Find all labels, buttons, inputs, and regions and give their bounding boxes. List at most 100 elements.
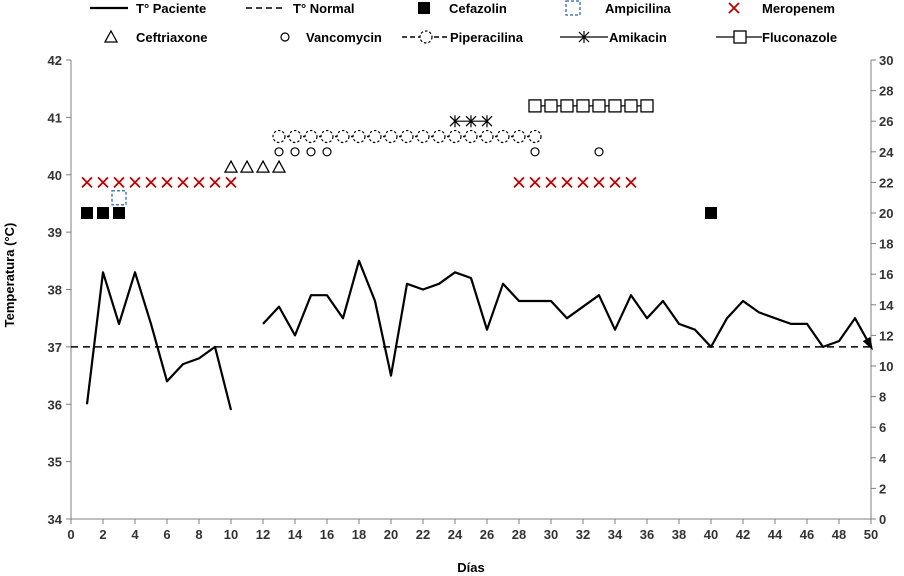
x-tick-label: 18	[352, 527, 366, 542]
legend-label: T° Paciente	[136, 1, 206, 16]
y-tick-label: 42	[48, 53, 62, 68]
piperacilina-marker	[400, 129, 414, 144]
piperacilina-marker	[384, 129, 398, 144]
legend-swatch	[728, 2, 740, 14]
y-tick-label: 41	[48, 110, 62, 125]
axes: 0 2 4 6 8 10 12 14 16 18 20 22 24 26 28 30 32 34 36 38 40 42 4…	[48, 53, 895, 542]
amikacin-marker	[449, 115, 461, 128]
meropenem-marker	[161, 176, 173, 189]
y-tick-label: 36	[48, 397, 62, 412]
treatment-markers	[81, 99, 717, 219]
x-tick-label: 36	[640, 527, 654, 542]
x-tick-label: 32	[576, 527, 590, 542]
y2-tick-label: 8	[879, 390, 886, 405]
y-tick-label: 39	[48, 225, 62, 240]
cefazolin-marker	[81, 207, 93, 219]
y2-tick-label: 22	[879, 175, 893, 190]
patient-line-segment	[262, 259, 872, 377]
x-tick-label: 22	[416, 527, 430, 542]
meropenem-marker	[513, 176, 525, 189]
legend-entry-tnorm: T° Normal	[246, 1, 355, 16]
x-tick-label: 34	[608, 527, 623, 542]
x-tick-label: 44	[768, 527, 783, 542]
legend-swatch	[280, 32, 290, 42]
meropenem-marker	[129, 176, 141, 189]
legend-label: Meropenem	[762, 1, 835, 16]
piperacilina-marker	[288, 129, 302, 144]
y-tick-label: 40	[48, 168, 62, 183]
fluconazole-marker	[640, 99, 654, 113]
legend-label: T° Normal	[293, 1, 355, 16]
meropenem-marker	[97, 176, 109, 189]
meropenem-marker	[625, 176, 637, 189]
meropenem-marker	[177, 176, 189, 189]
x-tick-label: 0	[67, 527, 74, 542]
meropenem-marker	[561, 176, 573, 189]
x-tick-label: 50	[864, 527, 878, 542]
x-tick-label: 10	[224, 527, 238, 542]
y2-tick-label: 12	[879, 328, 893, 343]
y2-tick-label: 18	[879, 237, 893, 252]
patient-line-arrowhead	[862, 336, 873, 351]
meropenem-marker	[81, 176, 93, 189]
legend-swatch	[733, 30, 747, 44]
patient-temperature-series	[85, 259, 873, 411]
fluconazole-marker	[560, 99, 574, 113]
x-tick-label: 28	[512, 527, 526, 542]
vancomycin-marker	[306, 147, 316, 157]
legend-label: Amikacin	[609, 30, 667, 45]
fluconazole-marker	[608, 99, 622, 113]
x-tick-label: 26	[480, 527, 494, 542]
ceftriaxone-marker	[239, 159, 255, 173]
piperacilina-marker	[416, 129, 430, 144]
y2-tick-label: 14	[879, 298, 894, 313]
meropenem-marker	[113, 176, 125, 189]
legend-swatch	[418, 2, 430, 14]
x-tick-label: 46	[800, 527, 814, 542]
ceftriaxone-marker	[223, 159, 239, 173]
meropenem-marker	[545, 176, 557, 189]
x-tick-label: 4	[131, 527, 139, 542]
legend-entry-piperacilina: Piperacilina	[402, 30, 524, 45]
fluconazole-marker	[528, 99, 542, 113]
legend: T° Paciente T° Normal Cefazolin Ampicilina M…	[90, 0, 837, 45]
x-tick-label: 6	[163, 527, 170, 542]
cefazolin-marker	[113, 207, 125, 219]
legend-entry-ampicilina: Ampicilina	[565, 0, 672, 16]
x-tick-label: 48	[832, 527, 846, 542]
fluconazole-marker	[576, 99, 590, 113]
piperacilina-marker	[304, 129, 318, 144]
x-tick-label: 30	[544, 527, 558, 542]
y2-tick-label: 30	[879, 53, 893, 68]
y2-tick-label: 0	[879, 512, 886, 527]
legend-label: Ceftriaxone	[136, 30, 208, 45]
vancomycin-marker	[530, 147, 540, 157]
legend-entry-fluconazole: Fluconazole	[716, 30, 837, 45]
legend-swatch	[578, 31, 590, 43]
x-tick-label: 2	[99, 527, 106, 542]
piperacilina-marker	[368, 129, 382, 144]
legend-entry-vancomycin: Vancomycin	[280, 30, 382, 45]
legend-entry-amikacin: Amikacin	[560, 30, 667, 45]
piperacilina-marker	[512, 129, 526, 144]
y-axis-title: Temperatura (°C)	[2, 223, 17, 328]
piperacilina-marker	[432, 129, 446, 144]
legend-entry-tpac: T° Paciente	[90, 1, 206, 16]
x-tick-label: 40	[704, 527, 718, 542]
vancomycin-marker	[274, 147, 284, 157]
x-tick-label: 24	[448, 527, 463, 542]
meropenem-marker	[209, 176, 221, 189]
fluconazole-marker	[592, 99, 606, 113]
meropenem-marker	[529, 176, 541, 189]
meropenem-marker	[593, 176, 605, 189]
piperacilina-marker	[464, 129, 478, 144]
legend-label: Vancomycin	[306, 30, 382, 45]
piperacilina-marker	[448, 129, 462, 144]
piperacilina-marker	[272, 129, 286, 144]
vancomycin-marker	[290, 147, 300, 157]
legend-swatch	[419, 30, 433, 44]
y2-tick-label: 2	[879, 481, 886, 496]
meropenem-marker	[225, 176, 237, 189]
piperacilina-marker	[336, 129, 350, 144]
